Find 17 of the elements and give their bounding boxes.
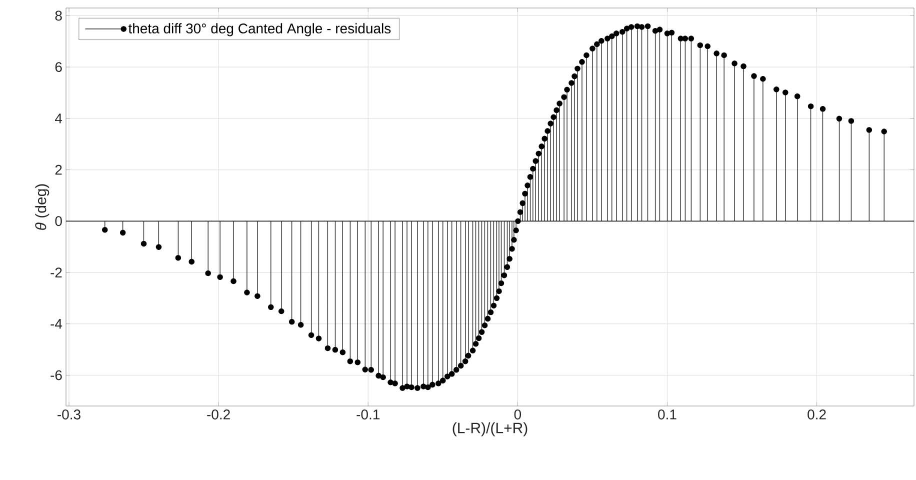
y-tick-label: 8 — [55, 10, 62, 21]
legend-label: theta diff 30° deg Canted Angle - residuals — [128, 23, 391, 36]
x-tick-label: -0.1 — [356, 410, 380, 420]
x-tick-label: 0 — [514, 410, 522, 420]
x-tick-label: -0.3 — [58, 410, 80, 420]
x-tick-label: 0.1 — [658, 410, 676, 420]
y-tick-label: -6 — [50, 370, 62, 380]
y-axis-title: θ (deg) — [35, 184, 50, 230]
x-tick-label: 0.2 — [808, 410, 826, 420]
y-tick-label: 0 — [55, 216, 62, 226]
x-axis-title: (L-R)/(L+R) — [452, 422, 528, 436]
y-tick-label: 2 — [55, 164, 62, 175]
y-tick-label: -2 — [50, 268, 62, 278]
y-tick-label: -4 — [50, 319, 62, 329]
y-tick-label: 4 — [54, 114, 62, 124]
y-tick-label: 6 — [55, 62, 62, 72]
x-tick-label: -0.2 — [207, 410, 230, 420]
